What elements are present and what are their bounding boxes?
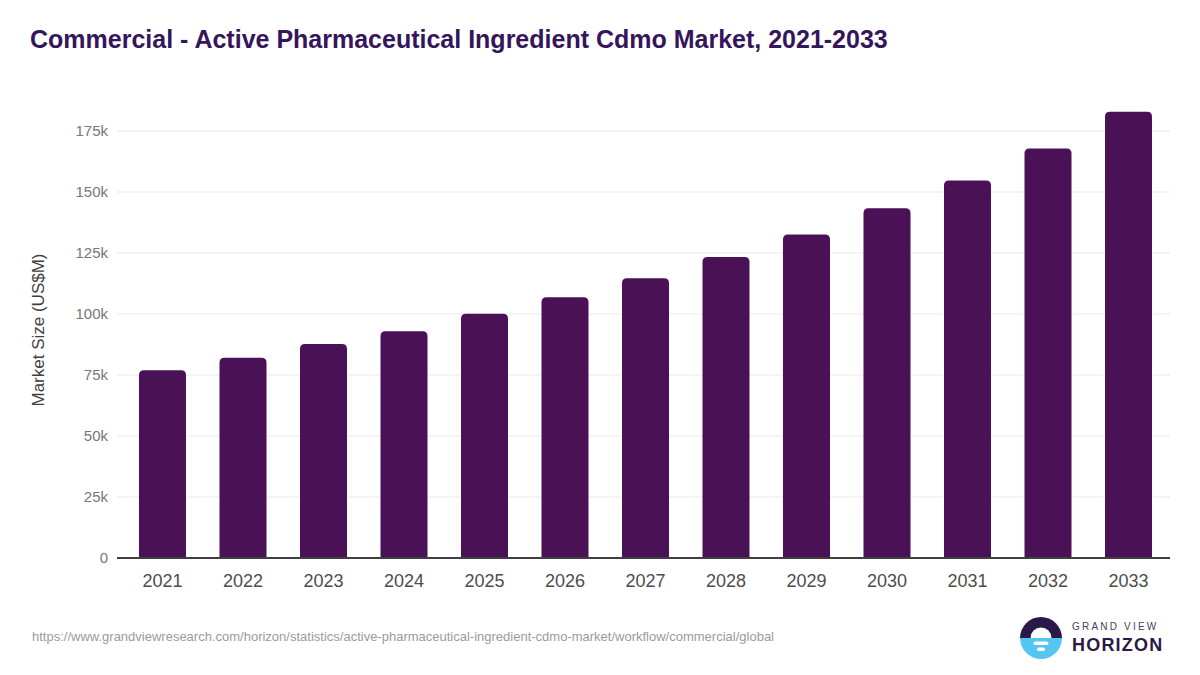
ytick-label-175k: 175k [75, 122, 108, 139]
bar-2028[interactable] [703, 257, 750, 558]
xtick-label-2033: 2033 [1108, 571, 1148, 591]
bar-2024[interactable] [381, 331, 428, 558]
bar-2023[interactable] [300, 344, 347, 558]
bar-chart: 0 25k 50k 75k 100k 125k 150k 175k Market Size (U… [0, 0, 1200, 600]
bar-2027[interactable] [622, 278, 669, 558]
xtick-label-2025: 2025 [464, 571, 504, 591]
ytick-label-75k: 75k [84, 366, 109, 383]
logo-text-horizon: HORIZON [1072, 635, 1163, 656]
ytick-label-125k: 125k [75, 244, 108, 261]
xtick-label-2027: 2027 [625, 571, 665, 591]
xtick-label-2023: 2023 [303, 571, 343, 591]
xtick-label-2031: 2031 [947, 571, 987, 591]
bar-2025[interactable] [461, 314, 508, 558]
xtick-label-2030: 2030 [867, 571, 907, 591]
bar-2026[interactable] [542, 297, 589, 558]
bar-2022[interactable] [220, 358, 267, 558]
bar-2033[interactable] [1105, 112, 1152, 558]
xtick-label-2029: 2029 [786, 571, 826, 591]
xtick-label-2021: 2021 [142, 571, 182, 591]
horizon-logo-icon [1020, 617, 1062, 659]
ytick-label-0: 0 [100, 549, 108, 566]
ytick-label-100k: 100k [75, 305, 108, 322]
ytick-label-25k: 25k [84, 488, 109, 505]
y-axis-title: Market Size (US$M) [29, 253, 48, 406]
bar-2029[interactable] [783, 234, 830, 558]
logo-text-grand-view: GRAND VIEW [1072, 621, 1163, 632]
bar-2021[interactable] [139, 370, 186, 558]
xtick-label-2024: 2024 [384, 571, 424, 591]
bar-2030[interactable] [864, 208, 911, 558]
xtick-label-2028: 2028 [706, 571, 746, 591]
xtick-label-2022: 2022 [223, 571, 263, 591]
ytick-label-50k: 50k [84, 427, 109, 444]
grandview-horizon-logo: GRAND VIEW HORIZON [1020, 616, 1163, 660]
ytick-label-150k: 150k [75, 183, 108, 200]
bar-2031[interactable] [944, 181, 991, 558]
xtick-label-2032: 2032 [1028, 571, 1068, 591]
bar-2032[interactable] [1025, 149, 1072, 558]
source-url: https://www.grandviewresearch.com/horizo… [32, 629, 774, 644]
xtick-label-2026: 2026 [545, 571, 585, 591]
